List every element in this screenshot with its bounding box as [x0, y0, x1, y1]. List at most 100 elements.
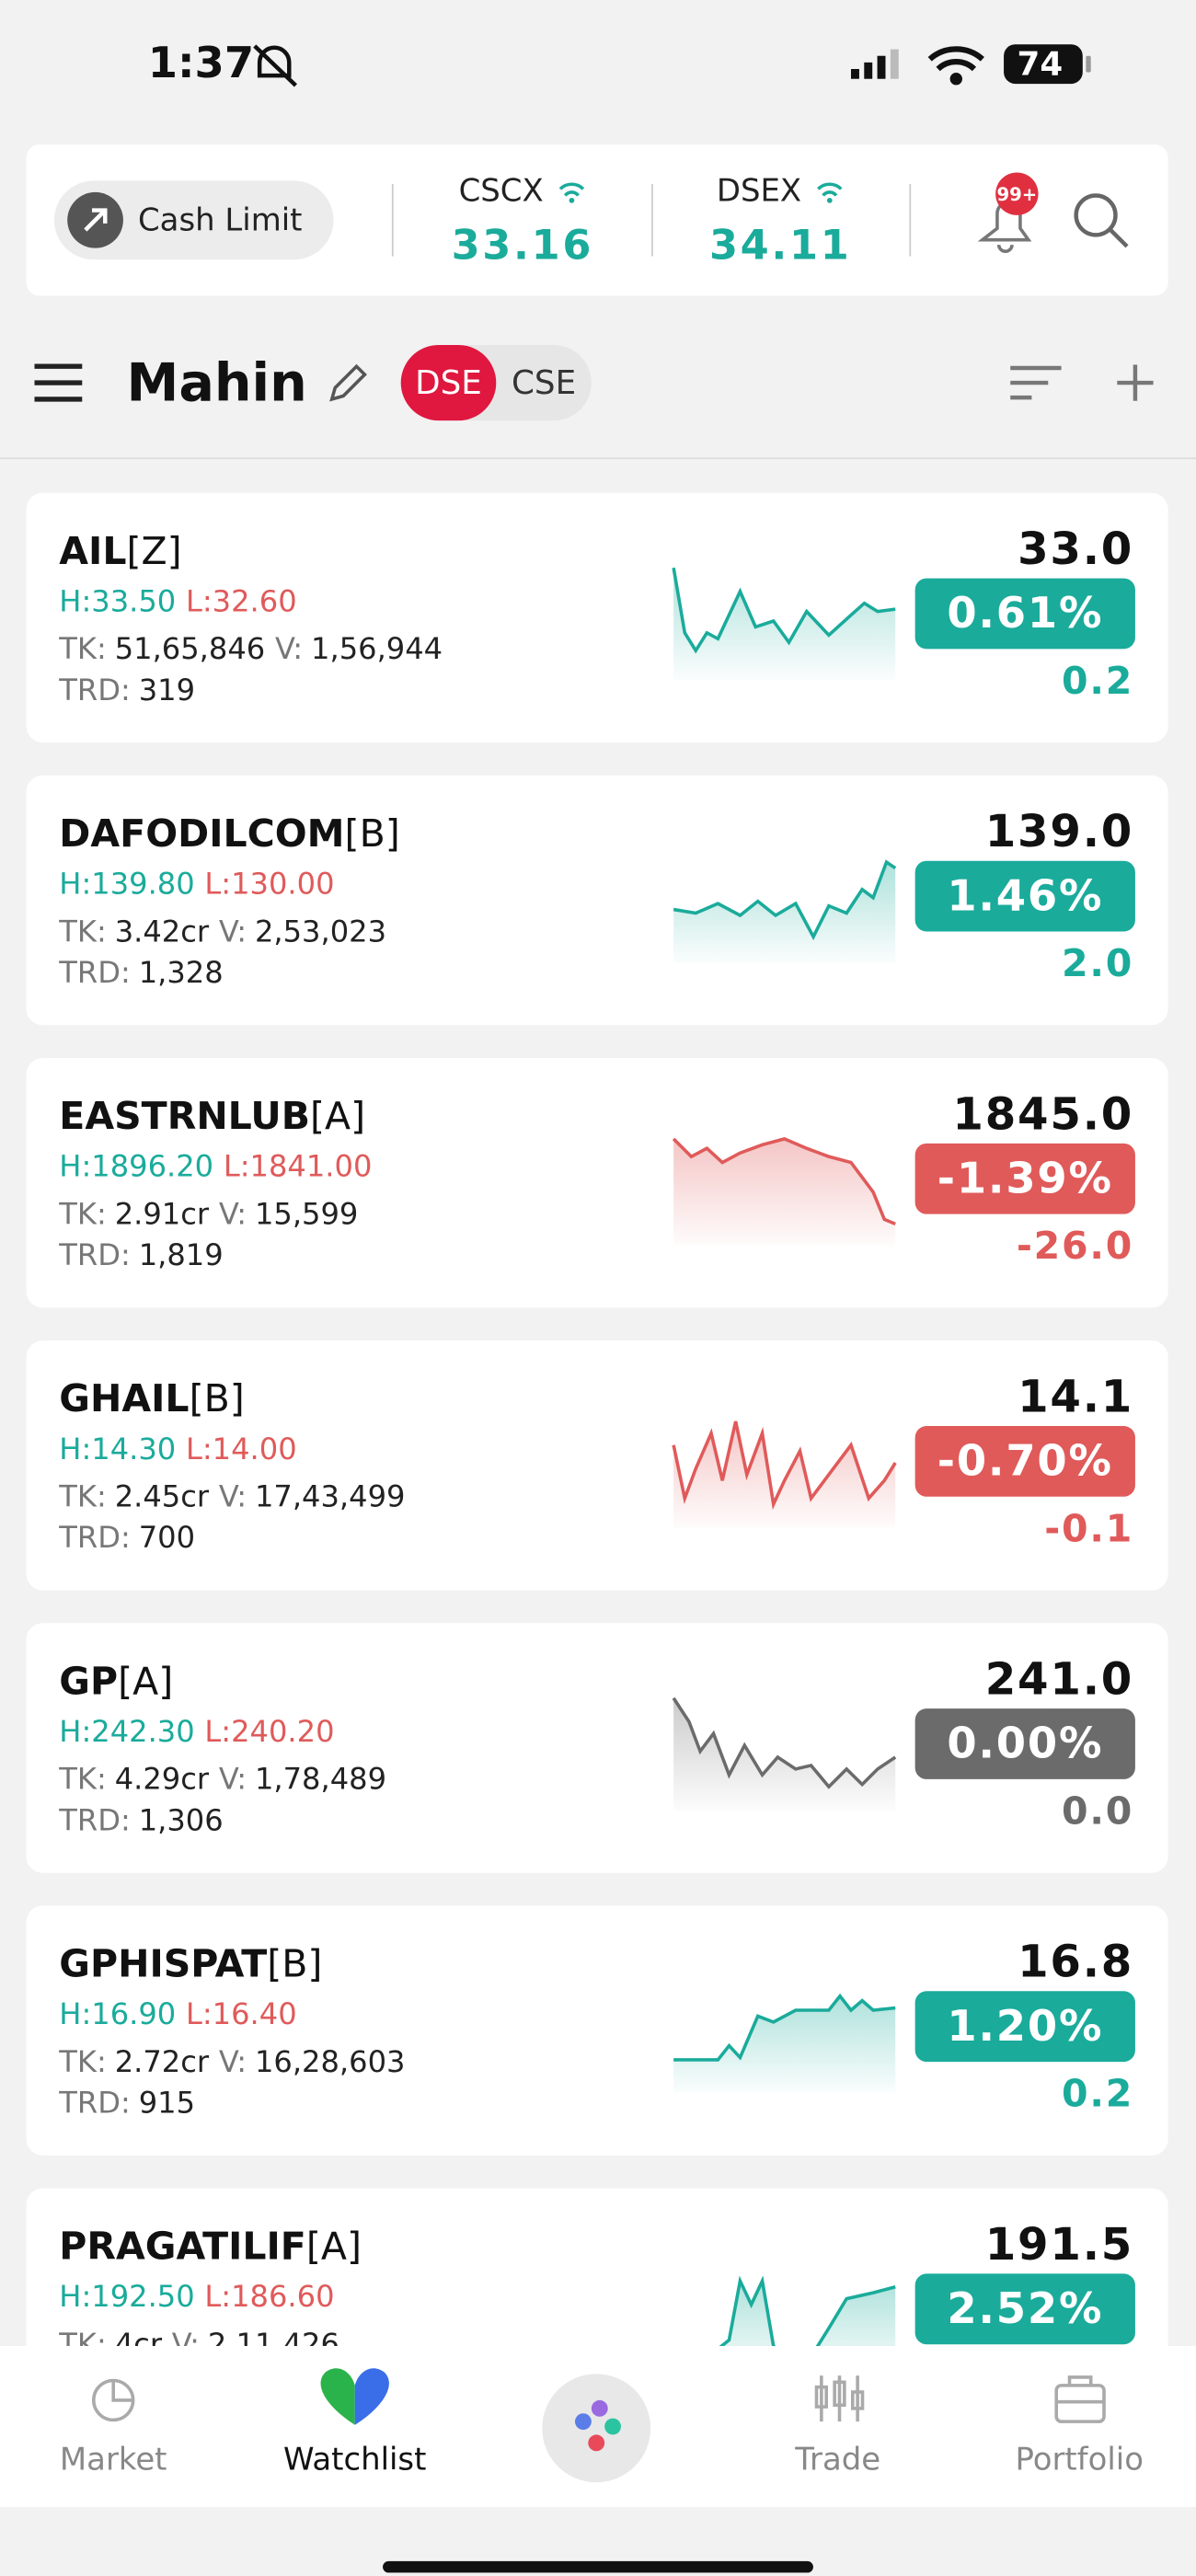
stock-card[interactable]: DAFODILCOM[B] H:139.80 L:130.00 TK: 3.42cr V:…: [26, 775, 1168, 1026]
trades-label: TRD:: [58, 2086, 131, 2121]
arrow: [84, 208, 108, 232]
price: 33.0: [1018, 523, 1133, 575]
change-percent: 1.46%: [947, 870, 1103, 920]
symbol: PRAGATILIF: [59, 2225, 306, 2269]
volume: 1,78,489: [255, 1762, 386, 1797]
exchange-option[interactable]: CSE: [512, 364, 576, 402]
price: 241.0: [985, 1654, 1133, 1706]
trades-row: TRD: 1,819: [58, 1237, 223, 1272]
category: [A]: [310, 1094, 365, 1138]
trades-row: TRD: 915: [58, 2086, 195, 2121]
turnover-volume-row: TK: 2.91cr V: 15,599: [58, 1196, 358, 1231]
card-background: [26, 492, 1168, 743]
nav-label[interactable]: Portfolio: [1015, 2442, 1143, 2478]
mute-icon: [253, 44, 297, 87]
price: 14.1: [1018, 1371, 1133, 1422]
menu-icon[interactable]: [34, 363, 83, 402]
volume-label: V:: [219, 2044, 247, 2079]
trades-label: TRD:: [58, 673, 131, 707]
turnover-volume-row: TK: 51,65,846 V: 1,56,944: [58, 631, 443, 666]
edit-icon[interactable]: [329, 363, 367, 402]
nav-label[interactable]: Market: [60, 2442, 167, 2478]
add-icon[interactable]: [1117, 364, 1154, 401]
trades-label: TRD:: [58, 1520, 131, 1555]
index-value: 34.11: [709, 222, 852, 270]
sparkline-area: [673, 568, 896, 681]
category: [B]: [267, 1942, 322, 1986]
trades: 1,328: [139, 955, 224, 990]
stock-symbol-row: GHAIL[B]: [59, 1376, 245, 1420]
sparkline-area: [673, 1421, 896, 1528]
trades: 915: [139, 2086, 195, 2121]
exchange-option[interactable]: DSE: [415, 364, 482, 402]
nav-label[interactable]: Watchlist: [283, 2442, 426, 2478]
nav-label[interactable]: Trade: [794, 2442, 880, 2478]
stock-symbol-row: GPHISPAT[B]: [59, 1942, 322, 1986]
high: H:14.30: [59, 1432, 176, 1466]
turnover-volume-row: TK: 2.72cr V: 16,28,603: [58, 2044, 405, 2079]
turnover-label: TK:: [58, 1762, 107, 1797]
change-badge: [914, 1143, 1135, 1214]
stock-card[interactable]: AIL[Z] H:33.50 L:32.60 TK: 51,65,846 V: 1,56,9…: [26, 492, 1168, 743]
watchlist-icon: [320, 2368, 389, 2425]
home-button[interactable]: [542, 2374, 651, 2483]
stock-symbol-row: AIL[Z]: [59, 529, 181, 573]
symbol: DAFODILCOM: [59, 811, 344, 856]
stock-symbol-row: DAFODILCOM[B]: [59, 811, 399, 856]
cash-limit-button[interactable]: [53, 180, 334, 260]
change-percent: 2.52%: [947, 2283, 1103, 2333]
price: 1845.0: [952, 1088, 1133, 1140]
low: L:16.40: [186, 1996, 297, 2031]
battery-level: 74: [1018, 45, 1064, 83]
trades: 319: [139, 673, 195, 707]
turnover: 2.72cr: [115, 2044, 210, 2079]
symbol: EASTRNLUB: [59, 1094, 310, 1138]
high: H:1896.20: [59, 1149, 213, 1184]
change-percent: 0.61%: [947, 588, 1103, 638]
sort-icon[interactable]: [1010, 365, 1062, 400]
volume: 15,599: [255, 1196, 358, 1231]
change-badge: [914, 2273, 1135, 2345]
change: -26.0: [1017, 1224, 1133, 1268]
volume-label: V:: [219, 1762, 247, 1797]
symbol: GPHISPAT: [59, 1942, 267, 1986]
header-card: [26, 144, 1168, 296]
change-badge: [914, 1991, 1135, 2063]
symbol: AIL: [59, 529, 126, 573]
home-indicator: [383, 2560, 813, 2573]
trades: 1,306: [139, 1802, 224, 1837]
stock-card[interactable]: GHAIL[B] H:14.30 L:14.00 TK: 2.45cr V: 17,43,4…: [26, 1340, 1168, 1591]
change-percent: 1.20%: [947, 2001, 1103, 2051]
sparkline-area: [673, 1138, 896, 1246]
stock-card[interactable]: GPHISPAT[B] H:16.90 L:16.40 TK: 2.72cr V: 16,2…: [26, 1905, 1168, 2156]
low: L:14.00: [186, 1432, 297, 1466]
price: 16.8: [1018, 1937, 1133, 1988]
badge: [995, 172, 1039, 215]
category: [Z]: [127, 529, 182, 573]
low: L:186.60: [204, 2279, 334, 2314]
sparkline: [672, 1696, 897, 1789]
turnover: 4.29cr: [115, 1762, 210, 1797]
turnover-volume-row: TK: 3.42cr V: 2,53,023: [58, 914, 386, 949]
high: H:33.50: [59, 583, 176, 618]
change-badge: [914, 860, 1135, 932]
trades: 1,819: [139, 1237, 224, 1272]
watchlist-name: Mahin: [127, 352, 307, 413]
turnover: 51,65,846: [115, 631, 266, 666]
search-icon[interactable]: [1074, 193, 1129, 248]
stock-symbol-row: PRAGATILIF[A]: [59, 2225, 362, 2269]
high-low-row: H:14.30 L:14.00: [59, 1432, 296, 1466]
stock-card[interactable]: GP[A] H:242.30 L:240.20 TK: 4.29cr V: 1,78,489…: [26, 1623, 1168, 1873]
turnover-volume-row: TK: 2.45cr V: 17,43,499: [58, 1479, 405, 1514]
trade-icon: [814, 2375, 865, 2422]
stock-card[interactable]: EASTRNLUB[A] H:1896.20 L:1841.00 TK: 2.91cr V…: [26, 1058, 1168, 1308]
wifi-icon: [927, 46, 984, 86]
price: 139.0: [985, 806, 1133, 857]
sparkline: [673, 859, 897, 941]
low: L:240.20: [204, 1714, 334, 1749]
dot: [588, 2434, 605, 2452]
volume: 2,53,023: [255, 914, 386, 949]
symbol: GP: [59, 1659, 118, 1703]
high-low-row: H:16.90 L:16.40: [59, 1996, 296, 2031]
